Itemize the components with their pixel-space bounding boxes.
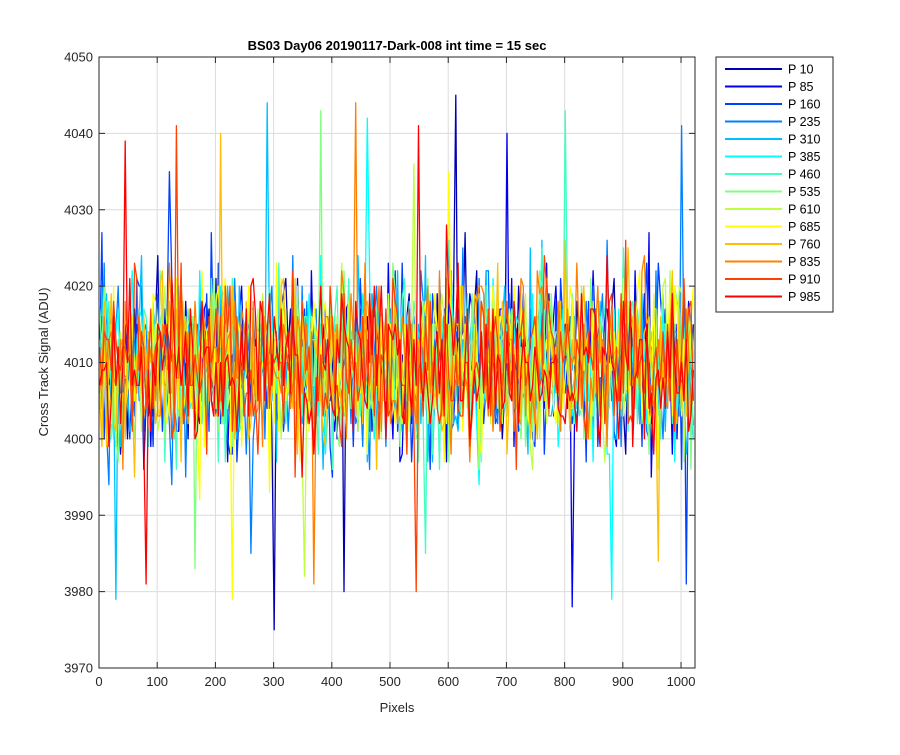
y-tick-label: 3980 [64, 584, 93, 599]
legend-label: P 385 [788, 150, 820, 164]
y-tick-label: 4040 [64, 126, 93, 141]
y-tick-label: 4010 [64, 355, 93, 370]
legend-label: P 610 [788, 203, 820, 217]
x-tick-label: 200 [205, 674, 227, 689]
legend-label: P 535 [788, 185, 820, 199]
legend-label: P 985 [788, 290, 820, 304]
y-axis-label: Cross Track Signal (ADU) [36, 288, 51, 437]
y-tick-label: 4020 [64, 279, 93, 294]
legend-label: P 160 [788, 98, 820, 112]
x-axis-label: Pixels [380, 700, 415, 715]
y-tick-label: 4000 [64, 431, 93, 446]
legend-label: P 85 [788, 80, 814, 94]
x-tick-label: 300 [263, 674, 285, 689]
legend-label: P 235 [788, 115, 820, 129]
x-tick-label: 700 [496, 674, 518, 689]
x-tick-label: 0 [95, 674, 102, 689]
legend-label: P 760 [788, 238, 820, 252]
x-tick-label: 900 [612, 674, 634, 689]
y-tick-label: 3990 [64, 508, 93, 523]
legend-label: P 685 [788, 220, 820, 234]
legend-label: P 10 [788, 63, 814, 77]
y-tick-label: 3970 [64, 661, 93, 676]
legend: P 10 P 85 P 160 P 235 P 310 P 385 P 460 P 535 P … [716, 57, 833, 312]
x-tick-label: 1000 [667, 674, 696, 689]
y-tick-label: 4050 [64, 50, 93, 65]
x-tick-label: 100 [146, 674, 168, 689]
legend-label: P 910 [788, 273, 820, 287]
legend-label: P 310 [788, 133, 820, 147]
legend-label: P 835 [788, 255, 820, 269]
x-tick-label: 600 [437, 674, 459, 689]
chart-title: BS03 Day06 20190117-Dark-008 int time = … [248, 38, 547, 53]
x-tick-label: 800 [554, 674, 576, 689]
legend-label: P 460 [788, 168, 820, 182]
x-tick-label: 400 [321, 674, 343, 689]
y-tick-label: 4030 [64, 202, 93, 217]
x-tick-label: 500 [379, 674, 401, 689]
